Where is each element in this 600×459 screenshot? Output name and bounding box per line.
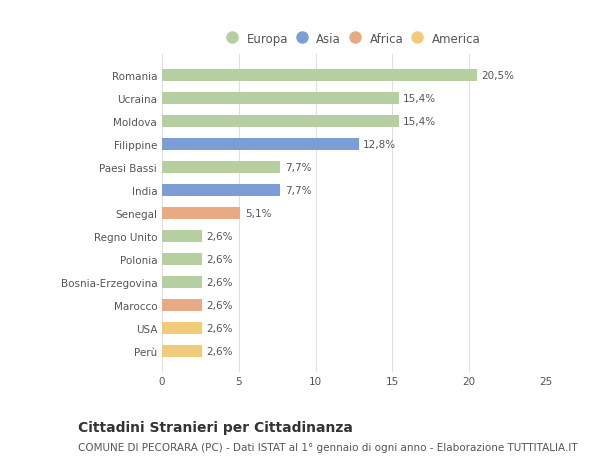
Text: 2,6%: 2,6% [206, 346, 233, 356]
Text: 2,6%: 2,6% [206, 231, 233, 241]
Text: 2,6%: 2,6% [206, 300, 233, 310]
Text: 15,4%: 15,4% [403, 94, 436, 104]
Bar [162, 138, 359, 151]
Text: 2,6%: 2,6% [206, 277, 233, 287]
Text: COMUNE DI PECORARA (PC) - Dati ISTAT al 1° gennaio di ogni anno - Elaborazione T: COMUNE DI PECORARA (PC) - Dati ISTAT al … [78, 442, 578, 452]
Bar [162, 207, 241, 220]
Text: 2,6%: 2,6% [206, 323, 233, 333]
Text: 15,4%: 15,4% [403, 117, 436, 127]
Bar [162, 276, 202, 289]
Legend: Europa, Asia, Africa, America: Europa, Asia, Africa, America [224, 29, 484, 49]
Bar [162, 230, 202, 243]
Text: 7,7%: 7,7% [285, 162, 311, 173]
Bar [162, 299, 202, 312]
Text: 5,1%: 5,1% [245, 208, 271, 218]
Bar [162, 115, 398, 128]
Text: 7,7%: 7,7% [285, 185, 311, 196]
Text: 20,5%: 20,5% [481, 71, 514, 81]
Bar [162, 345, 202, 358]
Text: 2,6%: 2,6% [206, 254, 233, 264]
Bar [162, 92, 398, 105]
Text: 12,8%: 12,8% [363, 140, 397, 150]
Bar [162, 161, 280, 174]
Bar [162, 253, 202, 266]
Bar [162, 184, 280, 197]
Bar [162, 322, 202, 335]
Bar [162, 69, 477, 82]
Text: Cittadini Stranieri per Cittadinanza: Cittadini Stranieri per Cittadinanza [78, 420, 353, 434]
